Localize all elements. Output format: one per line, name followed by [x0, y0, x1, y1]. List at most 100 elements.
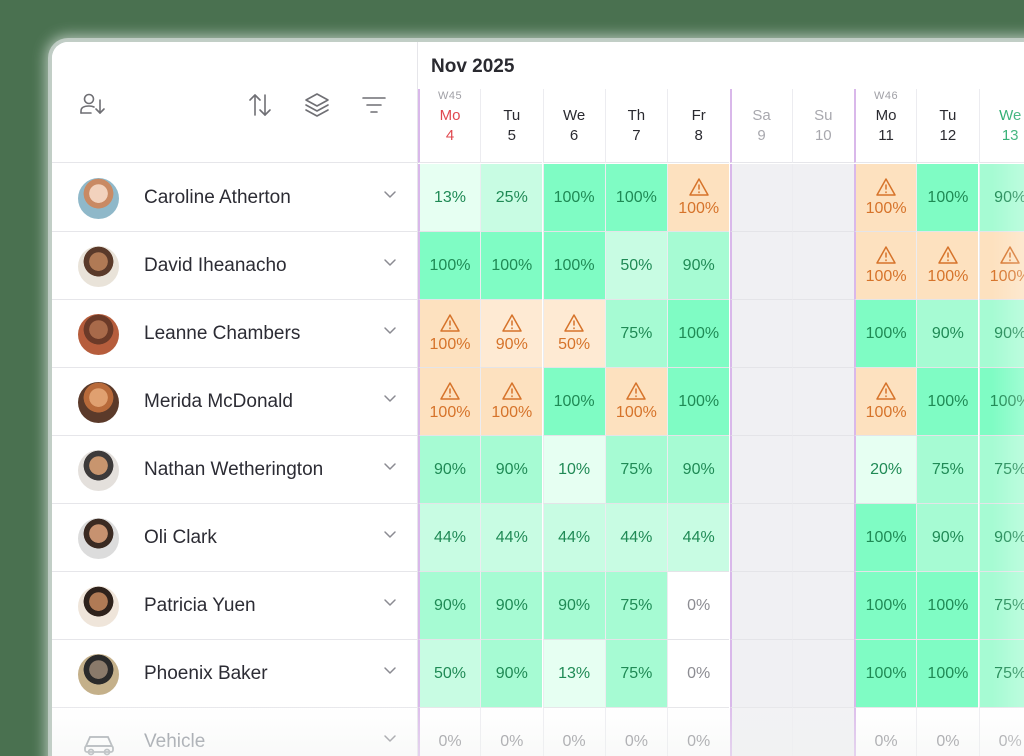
day-header[interactable]: Sa 9: [729, 89, 792, 163]
allocation-cell[interactable]: 100%: [480, 368, 543, 436]
chevron-down-icon[interactable]: [382, 254, 398, 270]
allocation-cell[interactable]: 75%: [978, 640, 1024, 708]
person-row[interactable]: Leanne Chambers: [52, 300, 418, 368]
allocation-cell[interactable]: 100%: [916, 368, 979, 436]
allocation-cell[interactable]: 90%: [480, 640, 543, 708]
allocation-cell[interactable]: 100%: [542, 232, 605, 300]
allocation-cell[interactable]: 100%: [480, 232, 543, 300]
allocation-cell[interactable]: 100%: [604, 368, 667, 436]
allocation-cell[interactable]: 100%: [978, 232, 1024, 300]
allocation-cell[interactable]: 44%: [418, 504, 480, 572]
allocation-cell[interactable]: 100%: [978, 368, 1024, 436]
person-row[interactable]: Vehicle: [52, 708, 418, 756]
allocation-cell[interactable]: 0%: [418, 708, 480, 756]
allocation-cell[interactable]: 90%: [480, 436, 543, 504]
allocation-cell[interactable]: 20%: [854, 436, 917, 504]
day-header[interactable]: Fr 8: [667, 89, 730, 163]
allocation-cell[interactable]: 10%: [542, 436, 605, 504]
allocation-cell[interactable]: 100%: [854, 640, 917, 708]
allocation-cell[interactable]: 0%: [542, 708, 605, 756]
filter-icon[interactable]: [359, 90, 389, 120]
allocation-cell[interactable]: 90%: [480, 572, 543, 640]
allocation-cell[interactable]: 13%: [542, 640, 605, 708]
allocation-cell[interactable]: 75%: [604, 572, 667, 640]
allocation-cell[interactable]: 75%: [604, 436, 667, 504]
day-header[interactable]: We 13: [978, 89, 1024, 163]
allocation-cell[interactable]: 90%: [916, 300, 979, 368]
person-row[interactable]: Oli Clark: [52, 504, 418, 572]
allocation-cell[interactable]: 44%: [480, 504, 543, 572]
allocation-cell[interactable]: 50%: [542, 300, 605, 368]
allocation-cell[interactable]: 100%: [854, 164, 917, 232]
allocation-cell[interactable]: 100%: [542, 164, 605, 232]
allocation-cell[interactable]: 0%: [854, 708, 917, 756]
allocation-cell[interactable]: 100%: [667, 300, 730, 368]
allocation-cell[interactable]: 90%: [542, 572, 605, 640]
allocation-cell[interactable]: 0%: [667, 708, 730, 756]
allocation-cell[interactable]: 100%: [854, 232, 917, 300]
chevron-down-icon[interactable]: [382, 594, 398, 610]
allocation-cell[interactable]: 0%: [916, 708, 979, 756]
allocation-cell[interactable]: 100%: [667, 164, 730, 232]
allocation-cell[interactable]: 0%: [978, 708, 1024, 756]
allocation-cell[interactable]: 75%: [604, 640, 667, 708]
chevron-down-icon[interactable]: [382, 730, 398, 746]
person-sort-icon[interactable]: [78, 90, 108, 120]
allocation-cell[interactable]: 90%: [667, 232, 730, 300]
allocation-cell[interactable]: 100%: [854, 572, 917, 640]
day-header[interactable]: Tu 12: [916, 89, 979, 163]
day-header[interactable]: W45 Mo 4: [418, 89, 480, 163]
allocation-cell[interactable]: 0%: [604, 708, 667, 756]
allocation-cell[interactable]: 100%: [418, 300, 480, 368]
allocation-cell[interactable]: 90%: [978, 164, 1024, 232]
allocation-cell[interactable]: 100%: [854, 504, 917, 572]
allocation-cell[interactable]: 0%: [480, 708, 543, 756]
allocation-cell[interactable]: 90%: [978, 504, 1024, 572]
allocation-cell[interactable]: 75%: [604, 300, 667, 368]
day-header[interactable]: Tu 5: [480, 89, 543, 163]
allocation-cell[interactable]: 100%: [418, 232, 480, 300]
allocation-cell[interactable]: 90%: [667, 436, 730, 504]
allocation-cell[interactable]: 75%: [978, 572, 1024, 640]
chevron-down-icon[interactable]: [382, 458, 398, 474]
allocation-cell[interactable]: 50%: [418, 640, 480, 708]
allocation-cell[interactable]: 100%: [916, 572, 979, 640]
allocation-cell[interactable]: 90%: [916, 504, 979, 572]
allocation-cell[interactable]: 100%: [916, 640, 979, 708]
allocation-cell[interactable]: 44%: [604, 504, 667, 572]
allocation-cell[interactable]: 100%: [916, 164, 979, 232]
chevron-down-icon[interactable]: [382, 186, 398, 202]
chevron-down-icon[interactable]: [382, 390, 398, 406]
chevron-down-icon[interactable]: [382, 322, 398, 338]
sort-arrows-icon[interactable]: [245, 90, 275, 120]
person-row[interactable]: David Iheanacho: [52, 232, 418, 300]
allocation-cell[interactable]: 100%: [667, 368, 730, 436]
allocation-cell[interactable]: 100%: [604, 164, 667, 232]
allocation-cell[interactable]: 75%: [978, 436, 1024, 504]
allocation-cell[interactable]: 100%: [854, 368, 917, 436]
day-header[interactable]: Th 7: [604, 89, 667, 163]
allocation-cell[interactable]: 100%: [542, 368, 605, 436]
chevron-down-icon[interactable]: [382, 662, 398, 678]
allocation-cell[interactable]: 50%: [604, 232, 667, 300]
allocation-cell[interactable]: 25%: [480, 164, 543, 232]
person-row[interactable]: Caroline Atherton: [52, 164, 418, 232]
person-row[interactable]: Nathan Wetherington: [52, 436, 418, 504]
allocation-cell[interactable]: 100%: [418, 368, 480, 436]
person-row[interactable]: Phoenix Baker: [52, 640, 418, 708]
allocation-cell[interactable]: 90%: [480, 300, 543, 368]
allocation-cell[interactable]: 90%: [418, 436, 480, 504]
allocation-cell[interactable]: 13%: [418, 164, 480, 232]
allocation-cell[interactable]: 44%: [542, 504, 605, 572]
allocation-cell[interactable]: 90%: [978, 300, 1024, 368]
layers-icon[interactable]: [302, 90, 332, 120]
day-header[interactable]: We 6: [542, 89, 605, 163]
day-header[interactable]: Su 10: [791, 89, 854, 163]
day-header[interactable]: W46 Mo 11: [854, 89, 917, 163]
chevron-down-icon[interactable]: [382, 526, 398, 542]
allocation-cell[interactable]: 0%: [667, 640, 730, 708]
allocation-cell[interactable]: 100%: [854, 300, 917, 368]
allocation-cell[interactable]: 0%: [667, 572, 730, 640]
allocation-cell[interactable]: 44%: [667, 504, 730, 572]
person-row[interactable]: Merida McDonald: [52, 368, 418, 436]
